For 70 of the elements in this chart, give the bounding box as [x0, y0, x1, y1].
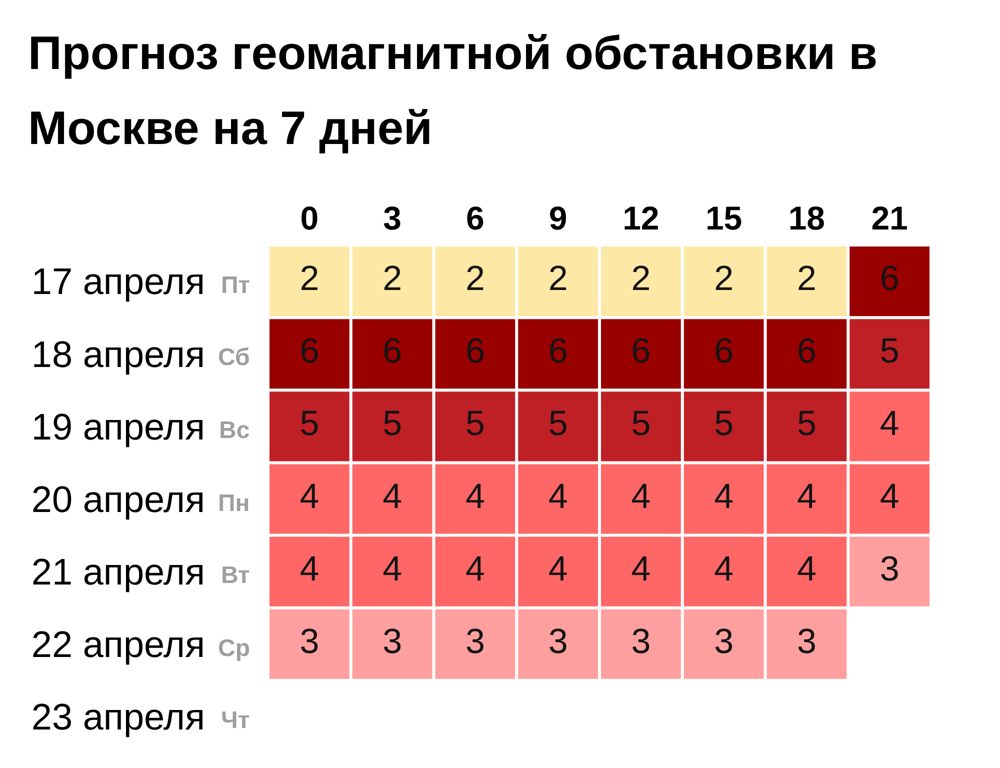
- data-label: 3: [880, 549, 900, 588]
- x-tick-label: 6: [466, 199, 484, 236]
- y2-tick-label: Пт: [221, 272, 250, 299]
- data-label: 4: [548, 549, 568, 588]
- data-label: 5: [465, 404, 485, 444]
- data-label: 5: [631, 404, 651, 444]
- y-tick-label: 17 апреля: [31, 261, 205, 302]
- data-label: 4: [300, 549, 320, 588]
- data-label: 2: [714, 259, 734, 298]
- data-label: 4: [548, 476, 568, 516]
- chart-title: Прогноз геомагнитной обстановки в Москве на 7 дней: [28, 26, 878, 154]
- data-label: 4: [714, 476, 734, 516]
- data-label: 4: [631, 476, 651, 516]
- y2-tick-label: Сб: [218, 344, 250, 371]
- x-tick-label: 3: [383, 199, 402, 236]
- data-label: 4: [382, 476, 402, 516]
- y-tick-label: 20 апреля: [31, 478, 205, 520]
- y-tick-label: 22 апреля: [31, 624, 205, 666]
- data-label: 3: [796, 622, 816, 661]
- y2-tick-label: Чт: [221, 707, 250, 734]
- x-tick-label: 12: [622, 199, 660, 236]
- data-label: 4: [880, 476, 900, 516]
- data-label: 5: [548, 404, 568, 444]
- data-label: 4: [880, 404, 900, 444]
- data-label: 5: [382, 404, 402, 444]
- y2-tick-label: Вс: [219, 417, 250, 444]
- data-label: 2: [300, 259, 320, 298]
- y2-tick-label: Пн: [218, 490, 250, 517]
- data-label: 3: [465, 622, 485, 661]
- data-label: 6: [300, 332, 320, 371]
- data-label: 6: [548, 332, 568, 371]
- data-label: 3: [382, 622, 402, 661]
- data-label: 5: [796, 404, 816, 444]
- data-label: 4: [300, 476, 320, 516]
- data-label: 5: [714, 404, 734, 444]
- data-label: 4: [382, 549, 402, 588]
- y-tick-label: 23 апреля: [31, 696, 205, 738]
- data-label: 4: [631, 549, 651, 588]
- data-label: 6: [382, 332, 402, 371]
- y-tick-label: 21 апреля: [31, 552, 205, 593]
- data-label: 3: [631, 622, 651, 661]
- data-label: 5: [300, 404, 320, 444]
- data-label: 6: [714, 332, 734, 371]
- data-label: 4: [796, 549, 816, 588]
- data-label: 4: [465, 549, 485, 588]
- data-label: 4: [796, 476, 816, 516]
- data-label: 2: [548, 259, 568, 298]
- data-label: 3: [300, 622, 320, 661]
- data-label: 6: [465, 332, 485, 371]
- data-label: 3: [714, 622, 734, 661]
- data-label: 4: [714, 549, 734, 588]
- y2-tick-label: Ср: [218, 635, 250, 662]
- data-label: 4: [465, 476, 485, 516]
- x-tick-label: 21: [871, 199, 908, 236]
- y-tick-label: 19 апреля: [31, 406, 205, 448]
- data-label: 3: [548, 622, 568, 661]
- x-tick-label: 15: [705, 199, 742, 236]
- data-label: 5: [880, 332, 900, 371]
- x-tick-label: 18: [788, 199, 826, 236]
- data-label: 6: [631, 332, 651, 371]
- y-tick-label: 18 апреля: [31, 334, 205, 375]
- data-label: 2: [631, 259, 651, 298]
- y2-tick-label: Вт: [221, 562, 250, 589]
- data-label: 2: [382, 259, 402, 298]
- x-tick-label: 0: [300, 199, 319, 236]
- data-label: 2: [796, 259, 816, 298]
- x-tick-label: 9: [548, 199, 568, 236]
- data-label: 6: [796, 332, 816, 371]
- data-label: 6: [880, 259, 900, 298]
- data-label: 2: [465, 259, 485, 298]
